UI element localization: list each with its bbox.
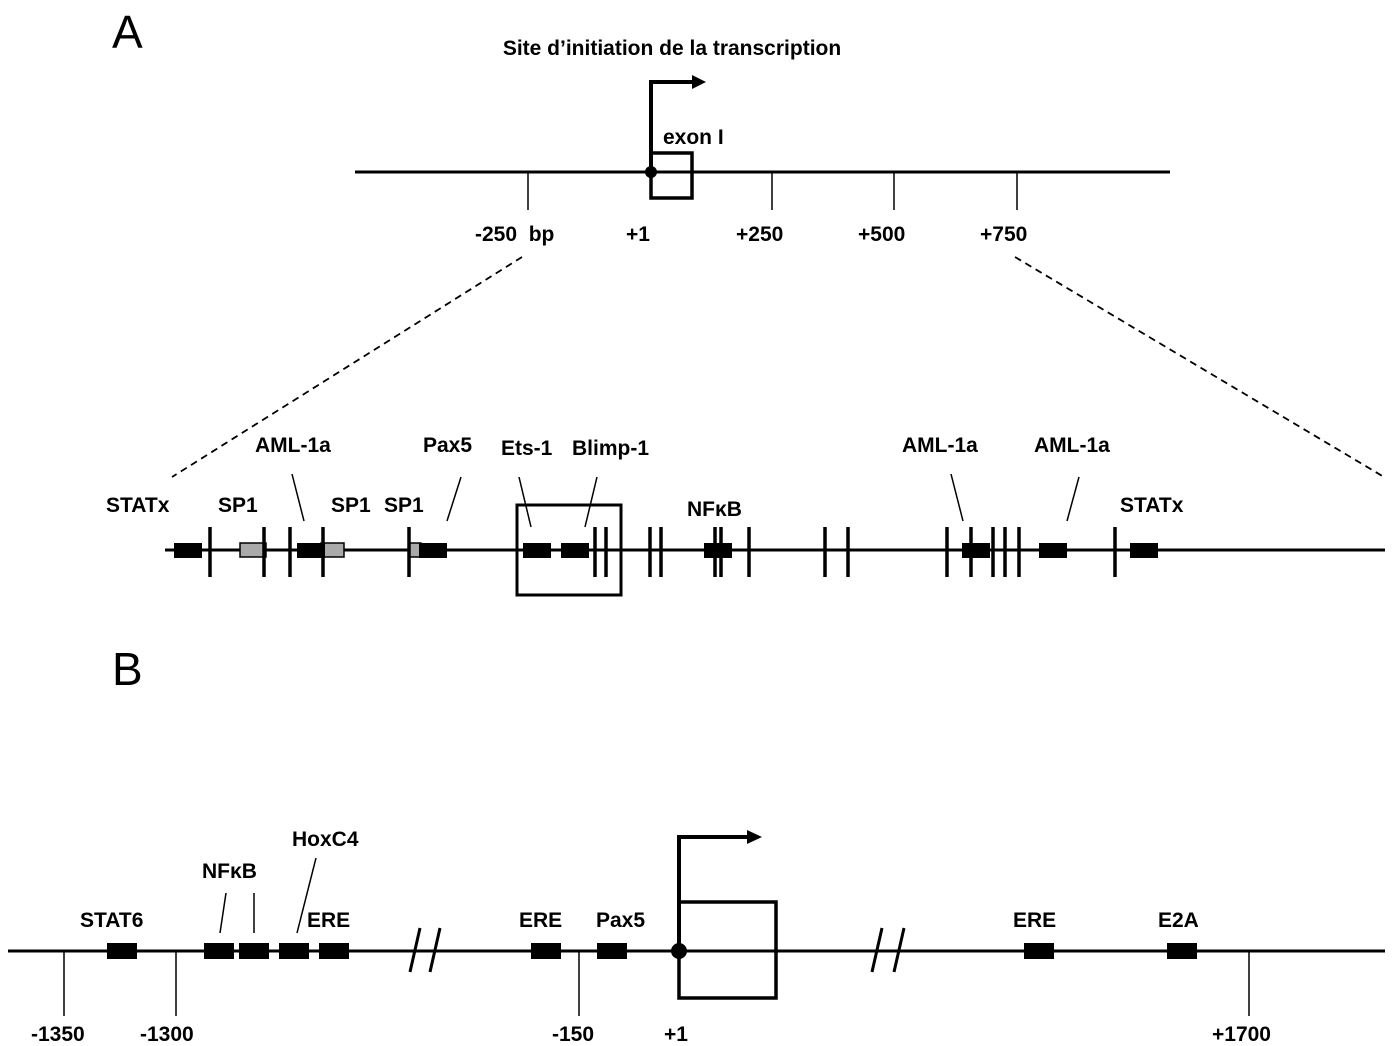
- site-aml-a: AML-1a: [255, 434, 331, 457]
- site-blimp1: Blimp-1: [572, 437, 649, 460]
- b-scale-minus1350: -1350: [31, 1023, 85, 1046]
- b-nfkb-box-b: [239, 943, 269, 959]
- nfkb-box: [704, 543, 732, 558]
- ets1-box: [523, 543, 551, 558]
- site-ets1: Ets-1: [501, 437, 553, 460]
- blimp1-box: [561, 543, 589, 558]
- b-tss-dot: [671, 943, 687, 959]
- b-ere-box-3: [1024, 943, 1054, 959]
- tss-title: Site d’initiation de la transcription: [503, 37, 841, 60]
- b-tss-arrowhead: [747, 830, 762, 844]
- scale-label-minus250: -250 bp: [475, 223, 554, 246]
- site-nfkb: NFκB: [687, 498, 742, 521]
- b-scale-minus150: -150: [552, 1023, 594, 1046]
- scale-label-plus750: +750: [980, 223, 1027, 246]
- aml-box-b: [962, 543, 990, 558]
- panel-b-map: [8, 830, 1385, 1016]
- detail-ticks: [208, 527, 1117, 577]
- panel-a-overview: [171, 75, 1385, 478]
- b-site-ere-3: ERE: [1013, 909, 1056, 932]
- b-ere-box-1: [319, 943, 349, 959]
- detail-pointers: [291, 473, 1080, 528]
- b-site-ere-1: ERE: [307, 909, 350, 932]
- tss-arrow: [649, 80, 693, 172]
- pax5-box: [419, 543, 447, 558]
- zoom-line-left: [171, 256, 523, 478]
- b-stat6-box: [107, 943, 137, 959]
- b-site-pax5: Pax5: [596, 909, 645, 932]
- b-site-nfkb: NFκB: [202, 860, 257, 883]
- b-site-stat6: STAT6: [80, 909, 143, 932]
- b-scale-plus1700: +1700: [1212, 1023, 1271, 1046]
- ets-blimp-frame: [515, 503, 623, 597]
- exon-label: exon I: [663, 126, 724, 149]
- site-aml-c: AML-1a: [1034, 434, 1110, 457]
- b-hoxc4-box: [279, 943, 309, 959]
- b-ere-box-2: [531, 943, 561, 959]
- b-scale-plus1: +1: [664, 1023, 688, 1046]
- scale-label-plus250: +250: [736, 223, 783, 246]
- b-pax5-box: [597, 943, 627, 959]
- tss-dot: [645, 166, 657, 178]
- site-sp1-a: SP1: [218, 494, 258, 517]
- site-aml-b: AML-1a: [902, 434, 978, 457]
- scale-label-plus500: +500: [858, 223, 905, 246]
- panel-a-letter: A: [112, 6, 143, 58]
- sp1-box-a: [239, 542, 267, 558]
- panel-a-detail: [165, 473, 1385, 597]
- b-e2a-box: [1167, 943, 1197, 959]
- statx-box-left: [174, 543, 202, 558]
- exon-box: [649, 151, 694, 200]
- b-tss-arrow: [677, 835, 748, 951]
- b-site-ere-2: ERE: [519, 909, 562, 932]
- b-site-e2a: E2A: [1158, 909, 1199, 932]
- site-sp1-c: SP1: [384, 494, 424, 517]
- site-pax5: Pax5: [423, 434, 472, 457]
- b-break-marks: [408, 927, 906, 973]
- b-nfkb-box-a: [204, 943, 234, 959]
- b-scale-ticks: [63, 951, 1250, 1016]
- b-site-hoxc4: HoxC4: [292, 828, 359, 851]
- b-scale-minus1300: -1300: [140, 1023, 194, 1046]
- b-pointers: [219, 857, 317, 934]
- scale-label-plus1: +1: [626, 223, 650, 246]
- aml-box-c: [1039, 543, 1067, 558]
- site-statx-right: STATx: [1120, 494, 1184, 517]
- panel-b-letter: B: [112, 643, 143, 695]
- statx-box-right: [1130, 543, 1158, 558]
- tss-arrowhead: [692, 75, 706, 89]
- aml-box-a: [297, 543, 325, 558]
- site-sp1-b: SP1: [331, 494, 371, 517]
- site-statx-left: STATx: [106, 494, 170, 517]
